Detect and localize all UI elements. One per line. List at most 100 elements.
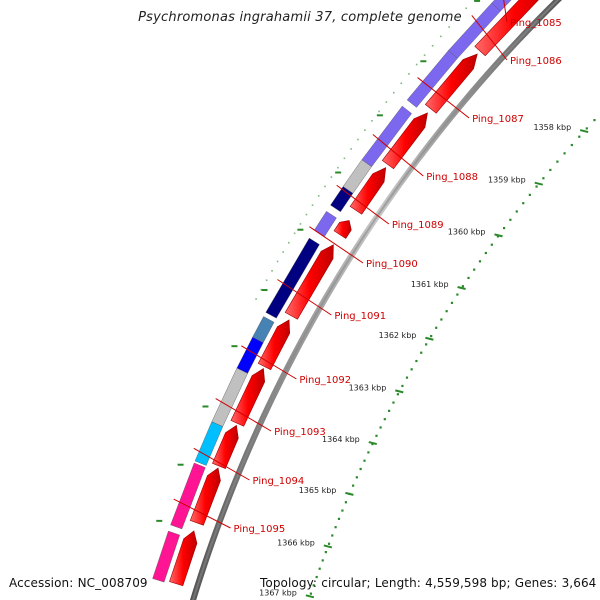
outer-dot — [293, 232, 296, 235]
ruler-dot — [337, 517, 341, 520]
gene-label: Ping_1094 — [253, 476, 305, 487]
backbone-arc — [189, 0, 563, 600]
accession-info: Accession: NC_008709 — [9, 576, 148, 590]
outer-dot — [343, 157, 346, 160]
outer-dot — [439, 35, 442, 38]
ruler-tick — [457, 286, 466, 290]
gene-label: Ping_1087 — [472, 114, 524, 125]
ruler-dot — [578, 135, 581, 138]
ruler-dot — [430, 335, 433, 338]
cds-arrow — [349, 167, 387, 215]
ruler-tick — [305, 594, 315, 599]
cds-arrow — [284, 244, 334, 320]
outer-dot — [357, 138, 359, 141]
ruler-dot — [549, 168, 552, 172]
ruler-tick-label: 1367 kbp — [259, 588, 297, 597]
outer-dot — [385, 101, 388, 103]
backbone — [189, 0, 563, 600]
gene-label: Ping_1093 — [274, 427, 326, 438]
ruler-dot — [461, 285, 464, 288]
ruler-tick-label: 1359 kbp — [488, 176, 526, 185]
outer-dot — [330, 176, 333, 178]
outer-dot — [260, 288, 263, 291]
ruler-dot — [484, 251, 487, 255]
genes-value: 3,664 — [561, 576, 597, 590]
ruler-dot — [334, 526, 337, 529]
outer-dot — [337, 166, 339, 169]
leader-line — [336, 184, 390, 225]
ruler-dot — [367, 451, 370, 454]
ruler-tick — [579, 129, 589, 134]
ruler-dot — [371, 443, 374, 446]
ruler-tick — [425, 336, 434, 341]
gene-label: Ping_1085 — [510, 18, 562, 29]
gene-label: Ping_1091 — [334, 311, 386, 322]
ruler-dot — [363, 459, 366, 462]
outer-dot — [378, 110, 380, 113]
accession-value: NC_008709 — [77, 576, 148, 590]
cds-arrow — [381, 112, 428, 170]
outer-dot — [271, 270, 273, 272]
outer-dot — [324, 185, 326, 188]
outer-dot — [317, 195, 320, 197]
gene-label: Ping_1086 — [510, 56, 562, 67]
ruler-tick-label: 1361 kbp — [411, 280, 449, 289]
topology-value: circular; — [321, 576, 371, 590]
leader-line — [471, 15, 508, 61]
outer-dot — [408, 73, 410, 75]
ruler-dot — [344, 501, 348, 504]
outer-dot — [392, 91, 395, 94]
ruler-dot — [570, 143, 573, 147]
ruler-dot — [445, 310, 448, 313]
outer-dot — [456, 16, 459, 19]
ruler-dot — [321, 559, 324, 562]
ruler-dot — [515, 210, 518, 213]
ruler-dot — [312, 584, 315, 587]
ruler-dot — [535, 185, 538, 188]
outer-dot — [371, 119, 373, 122]
ruler-tick-label: 1362 kbp — [379, 331, 417, 340]
ruler-dot — [383, 418, 386, 421]
outer-dot — [305, 213, 308, 216]
ruler-tick — [323, 544, 333, 549]
ruler-dot — [359, 467, 362, 471]
cds-arrow — [257, 319, 291, 371]
ruler-dot — [473, 268, 476, 271]
outer-dot — [400, 82, 403, 85]
ruler-tick-label: 1360 kbp — [448, 227, 486, 236]
outer-dot — [350, 148, 352, 150]
ruler-dot — [315, 575, 318, 579]
ruler-tick-label: 1364 kbp — [322, 435, 360, 444]
cds-arrow — [474, 0, 539, 57]
ruler-dot — [490, 243, 493, 246]
ruler-dot — [503, 227, 506, 230]
ruler-dot — [478, 260, 482, 263]
ruler-dot — [396, 393, 399, 396]
outer-dot — [265, 279, 268, 282]
outer-dot — [282, 251, 284, 253]
feature-block — [236, 336, 264, 374]
ruler-dot — [435, 326, 438, 329]
length-value: 4,559,598 bp; — [425, 576, 511, 590]
outer-dot — [465, 7, 467, 10]
ruler-dot — [420, 351, 423, 354]
ruler-dot — [467, 276, 470, 280]
ruler-dot — [528, 193, 531, 196]
leader-line — [417, 77, 470, 119]
leader-line — [215, 398, 272, 432]
ruler: 1358 kbp 1359 kbp 1360 kbp 1361 kbp 1362 kbp… — [156, 0, 596, 599]
ruler-dot — [556, 160, 559, 163]
outer-dot — [415, 63, 418, 66]
feature-block — [265, 237, 320, 319]
ruler-tick — [368, 441, 377, 446]
ruler-dot — [331, 534, 334, 537]
outer-dot — [364, 129, 366, 131]
leader-line — [503, 0, 508, 23]
ruler-dot — [440, 318, 443, 321]
feature-block — [194, 421, 224, 466]
gene-label: Ping_1095 — [234, 524, 286, 535]
ruler-dot — [379, 426, 382, 429]
topology-label: Topology: — [260, 576, 318, 590]
ruler-dot — [341, 509, 344, 512]
